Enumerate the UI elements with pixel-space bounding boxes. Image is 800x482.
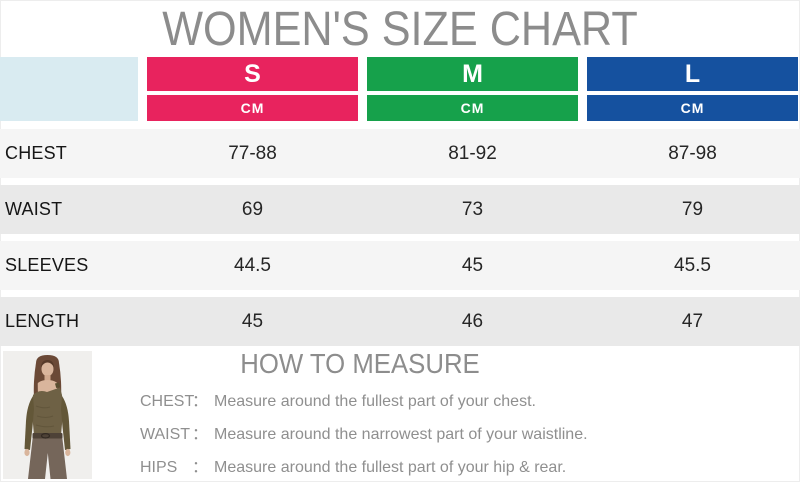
measure-label-hips: HIPS [140, 459, 178, 476]
table-row-length: LENGTH 45 46 47 [0, 297, 800, 346]
sleeves-value-l: 45.5 [674, 254, 711, 276]
measure-text-hips: Measure around the fullest part of your … [214, 459, 567, 476]
measure-colon: ： [192, 459, 209, 476]
measure-block: HOW TO MEASURE CHEST： Measure around the … [140, 347, 588, 482]
chest-value-s: 77-88 [228, 142, 277, 164]
measure-colon: ： [192, 426, 209, 443]
measure-label-waist: WAIST [140, 426, 191, 443]
row-label-sleeves: SLEEVES [5, 255, 89, 275]
measure-colon: ： [192, 393, 209, 410]
size-header-s: S [147, 57, 358, 91]
size-header-m: M [367, 57, 578, 91]
row-label-length: LENGTH [5, 311, 80, 331]
size-table-header: S M L CM CM CM [0, 57, 800, 121]
length-value-s: 45 [241, 310, 264, 332]
chest-value-m: 81-92 [448, 142, 497, 164]
waist-value-l: 79 [681, 198, 704, 220]
waist-value-m: 73 [461, 198, 484, 220]
measure-title: HOW TO MEASURE [240, 348, 480, 379]
chest-value-l: 87-98 [668, 142, 717, 164]
measure-item-waist: WAIST： Measure around the narrowest part … [140, 418, 588, 451]
measure-list: CHEST： Measure around the fullest part of… [140, 385, 588, 482]
table-row-chest: CHEST 77-88 81-92 87-98 [0, 129, 800, 178]
length-value-l: 47 [681, 310, 704, 332]
measure-label-chest: CHEST [140, 393, 195, 410]
measure-item-hips: HIPS ： Measure around the fullest part of … [140, 451, 580, 482]
model-photo [3, 351, 92, 479]
how-to-measure-section: HOW TO MEASURE CHEST： Measure around the … [0, 346, 800, 481]
waist-value-s: 69 [241, 198, 264, 220]
unit-cell-m: CM [367, 95, 578, 121]
size-header-l: L [587, 57, 798, 91]
sleeves-value-m: 45 [461, 254, 484, 276]
size-table-body: CHEST 77-88 81-92 87-98 WAIST 69 73 79 S… [0, 129, 800, 346]
length-value-m: 46 [461, 310, 484, 332]
table-row-sleeves: SLEEVES 44.5 45 45.5 [0, 241, 800, 290]
corner-cell [0, 57, 138, 121]
measure-text-waist: Measure around the narrowest part of you… [214, 426, 588, 443]
table-row-waist: WAIST 69 73 79 [0, 185, 800, 234]
measure-item-chest: CHEST： Measure around the fullest part of… [140, 385, 580, 418]
measure-text-chest: Measure around the fullest part of your … [214, 393, 536, 410]
page-title: WOMEN'S SIZE CHART [162, 3, 638, 56]
unit-cell-l: CM [587, 95, 798, 121]
row-label-waist: WAIST [5, 199, 63, 219]
sleeves-value-s: 44.5 [234, 254, 271, 276]
unit-cell-s: CM [147, 95, 358, 121]
row-label-chest: CHEST [5, 143, 68, 163]
